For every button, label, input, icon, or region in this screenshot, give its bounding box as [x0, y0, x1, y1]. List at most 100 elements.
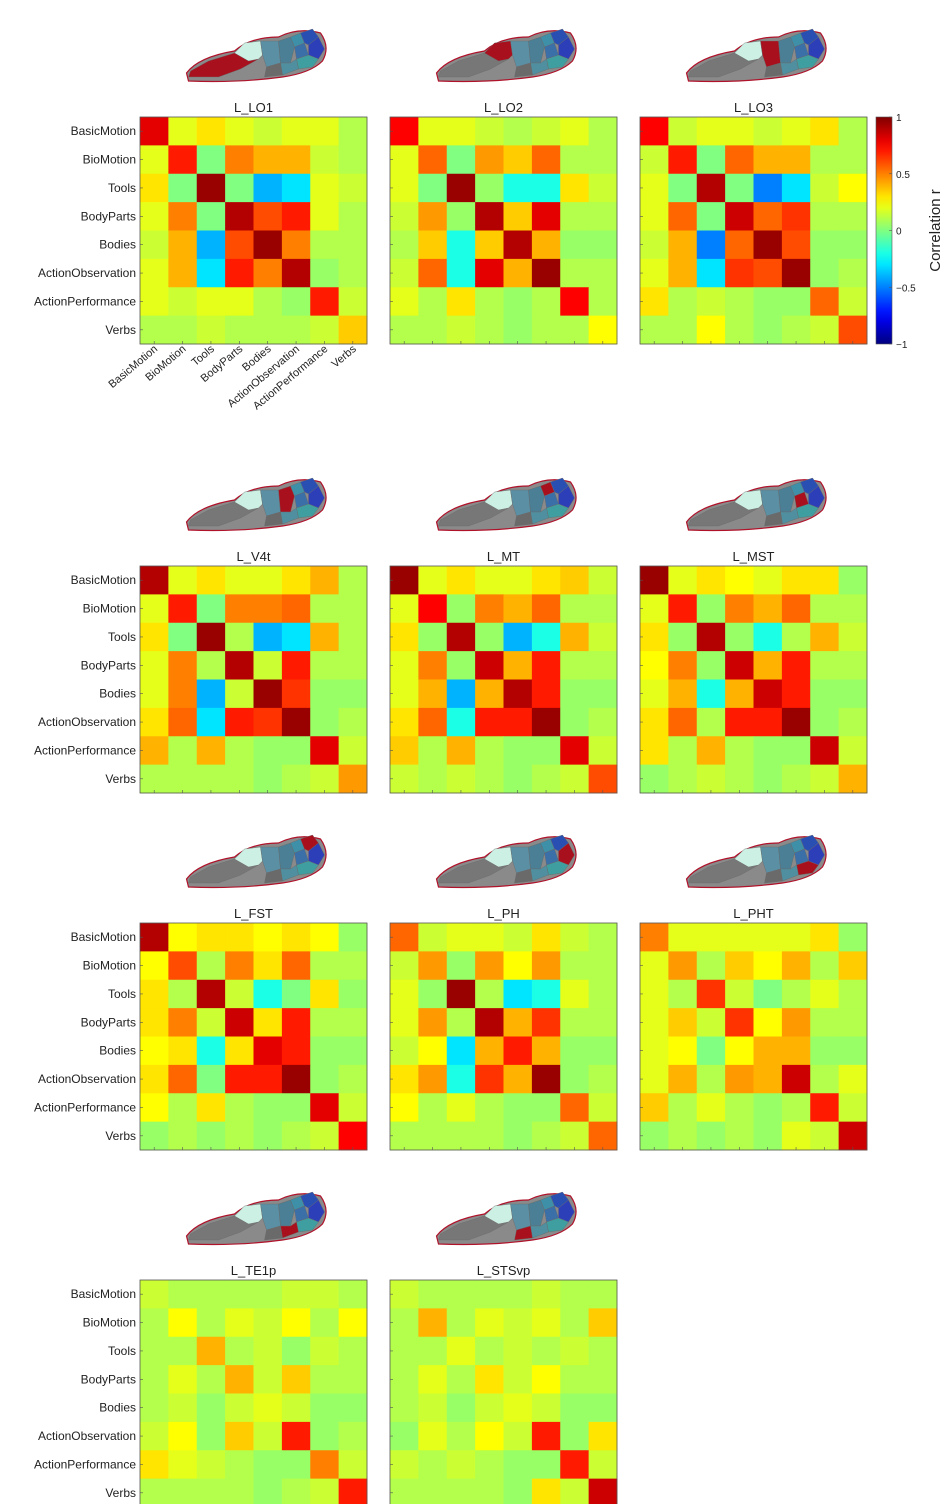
panel-frame [139, 116, 368, 345]
heatmap-cell [668, 1008, 698, 1037]
heatmap-cell [338, 1393, 368, 1423]
row-tick-label: BasicMotion [71, 930, 136, 944]
heatmap-cell [640, 1121, 669, 1151]
panel-title: L_V4t [237, 549, 271, 564]
row-tick-label: ActionObservation [38, 715, 136, 729]
brain-region-icon [435, 477, 577, 532]
heatmap-cell [281, 979, 311, 1009]
heatmap-cell [418, 594, 448, 624]
heatmap-cell [168, 1450, 198, 1480]
heatmap-cell [696, 315, 726, 345]
heatmap-cell [446, 651, 476, 680]
heatmap-cell [196, 117, 226, 146]
heatmap-cell [753, 679, 783, 709]
heatmap-cell [531, 622, 561, 652]
heatmap-cell [225, 951, 254, 981]
heatmap-cell [310, 1121, 340, 1151]
heatmap-cell [168, 1121, 198, 1151]
heatmap-cell [446, 594, 476, 624]
heatmap-cell [560, 287, 590, 317]
heatmap-cell [503, 287, 533, 317]
heatmap-cell [531, 145, 561, 175]
heatmap-cell [253, 951, 283, 981]
heatmap-cell [810, 145, 840, 175]
brain-region-icon [685, 477, 827, 532]
heatmap-cell [503, 566, 533, 595]
heatmap-cell [390, 1421, 419, 1451]
heatmap-cell [475, 1280, 504, 1309]
heatmap-cell [475, 979, 504, 1009]
heatmap-cell [446, 707, 476, 737]
heatmap-cell [168, 1421, 198, 1451]
heatmap-cell [140, 230, 169, 260]
heatmap-cell [281, 1336, 311, 1366]
heatmap-cell [253, 117, 283, 146]
heatmap-cell [140, 736, 169, 766]
heatmap-cell [588, 230, 618, 260]
heatmap-cell [418, 566, 448, 595]
heatmap-cell [281, 594, 311, 624]
heatmap-cell [390, 651, 419, 680]
brain-parcel [558, 485, 575, 509]
heatmap-cell [140, 1393, 169, 1423]
heatmap-cell [475, 287, 504, 317]
heatmap-cell [225, 1121, 254, 1151]
heatmap-cell [390, 117, 419, 146]
heatmap-cell [140, 258, 169, 288]
heatmap-cell [503, 258, 533, 288]
heatmap-cell [418, 315, 448, 345]
heatmap-cell [338, 1478, 368, 1504]
heatmap-cell [668, 923, 698, 952]
heatmap-cell [390, 707, 419, 737]
heatmap-cell [560, 707, 590, 737]
row-tick-label: BasicMotion [71, 124, 136, 138]
panel-title: L_TE1p [231, 1263, 277, 1278]
heatmap-cell [338, 1280, 368, 1309]
heatmap-cell [668, 707, 698, 737]
brain-parcel [764, 868, 783, 884]
heatmap-cell [281, 1008, 311, 1037]
heatmap-cell [696, 1093, 726, 1123]
heatmap-cell [390, 764, 419, 794]
brain-parcel [264, 1225, 283, 1241]
heatmap-cell [225, 764, 254, 794]
panel-frame [139, 922, 368, 1151]
heatmap-cell [531, 566, 561, 595]
heatmap-cell [838, 117, 868, 146]
heatmap-cell [560, 1093, 590, 1123]
heatmap-cell [253, 1393, 283, 1423]
heatmap-cell [196, 764, 226, 794]
heatmap-cell [640, 315, 669, 345]
heatmap-cell [338, 979, 368, 1009]
heatmap-cell [253, 1450, 283, 1480]
heatmap-cell [640, 145, 669, 175]
heatmap-cell [588, 951, 618, 981]
heatmap-cell [560, 1280, 590, 1309]
heatmap-cell [753, 951, 783, 981]
heatmap-cell [338, 622, 368, 652]
heatmap-cell [810, 1093, 840, 1123]
heatmap-cell [338, 679, 368, 709]
heatmap-cell [168, 651, 198, 680]
brain-region-icon [185, 1191, 327, 1246]
heatmap-cell [418, 1478, 448, 1504]
heatmap-cell [560, 202, 590, 231]
heatmap-cell [196, 1421, 226, 1451]
heatmap-cell [640, 566, 669, 595]
heatmap-cell [531, 1093, 561, 1123]
heatmap-cell [475, 1008, 504, 1037]
heatmap-cell [225, 145, 254, 175]
heatmap-cell [753, 1008, 783, 1037]
heatmap-cell [640, 230, 669, 260]
heatmap-cell [196, 923, 226, 952]
heatmap-cell [668, 258, 698, 288]
panel-title: L_MST [733, 549, 775, 564]
heatmap-cell [418, 1064, 448, 1094]
heatmap-cell [140, 1008, 169, 1037]
heatmap-cell [503, 707, 533, 737]
row-tick-label: Tools [108, 1344, 136, 1358]
heatmap-cell [503, 1336, 533, 1366]
heatmap-cell [838, 258, 868, 288]
heatmap-cell [503, 173, 533, 203]
heatmap-cell [725, 287, 754, 317]
